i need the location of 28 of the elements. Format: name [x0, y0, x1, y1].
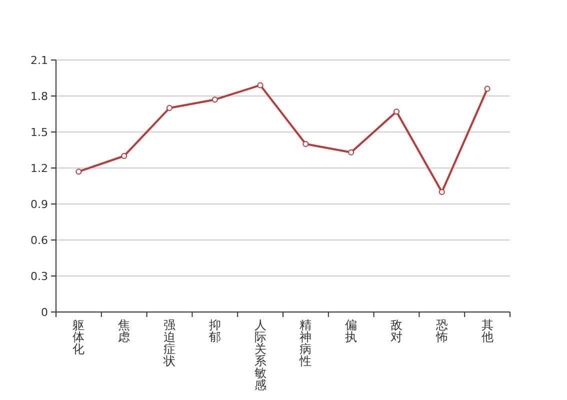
point — [394, 108, 400, 115]
y-tick-label: 0.3 — [30, 270, 48, 283]
x-tick-label: 偏执 — [345, 318, 358, 344]
y-tick-label: 2.1 — [30, 54, 48, 67]
y-tick-label: 1.8 — [30, 90, 48, 103]
point — [302, 141, 309, 147]
point — [212, 96, 218, 103]
y-tick-label: 1.5 — [30, 126, 48, 139]
x-tick-label: 恐怖 — [434, 318, 448, 344]
x-tick-label: 其他 — [481, 318, 494, 344]
x-tick-label: 焦虑 — [118, 318, 130, 344]
x-tick-label: 抑郁 — [208, 318, 221, 344]
point — [121, 153, 128, 159]
x-tick-label: 人际关系敏感 — [254, 318, 266, 392]
x-tick-label: 躯体化 — [72, 318, 85, 356]
point — [438, 189, 445, 195]
x-tick-label: 强迫症状 — [162, 318, 176, 368]
point — [76, 168, 82, 175]
y-tick-label: 0.6 — [30, 234, 48, 247]
point — [348, 149, 354, 156]
point — [166, 105, 172, 111]
point — [257, 82, 264, 88]
y-tick-label: 1.2 — [30, 162, 48, 175]
y-tick-label: 0.9 — [30, 198, 48, 211]
x-tick-label: 精神病性 — [298, 318, 312, 368]
y-tick-label: 0 — [41, 306, 48, 319]
point — [484, 86, 490, 92]
x-tick-label: 敌对 — [390, 318, 402, 344]
